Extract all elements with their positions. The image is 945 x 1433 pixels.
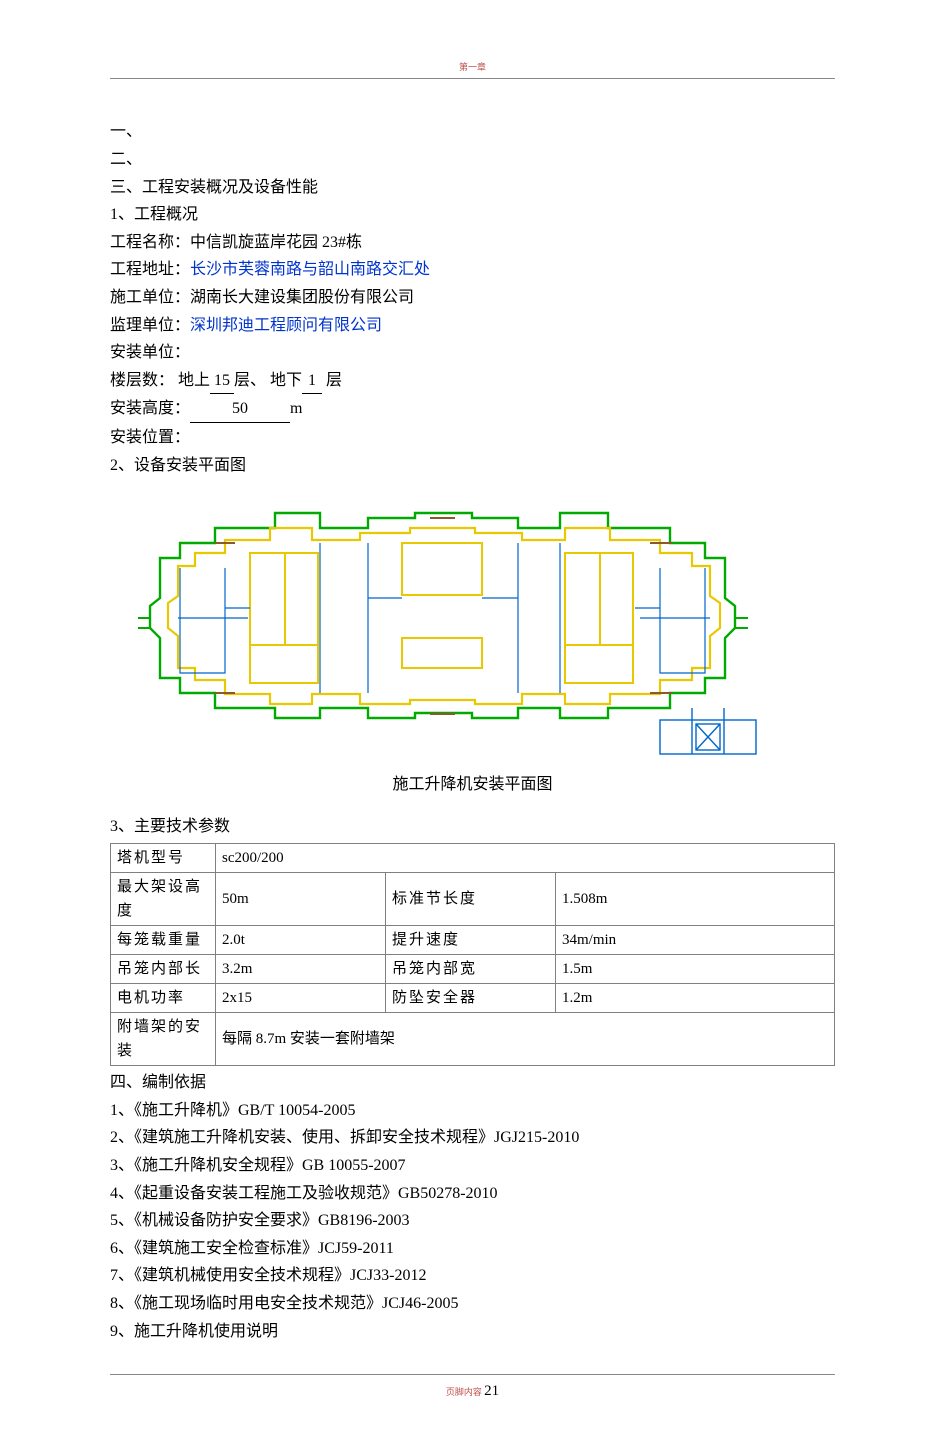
table-row: 附墙架的安装 每隔 8.7m 安装一套附墙架 [111,1013,835,1066]
proj-addr-value: 长沙市芙蓉南路与韶山南路交汇处 [190,261,430,278]
floors-mid: 层、 地下 [234,372,302,389]
table-cell: 1.5m [556,955,835,984]
height-unit: m [290,400,302,417]
constr-label: 施工单位： [110,289,190,306]
project-address: 工程地址：长沙市芙蓉南路与韶山南路交汇处 [110,257,835,283]
floors: 楼层数： 地上 15 层、 地下 1 层 [110,368,835,395]
table-cell: 最大架设高度 [111,873,216,926]
ref-item: 1、《施工升降机》GB/T 10054-2005 [110,1098,835,1124]
floorplan-figure [110,498,835,758]
floorplan-svg [120,498,820,758]
page-number: 21 [484,1383,499,1399]
proj-addr-label: 工程地址： [110,261,190,278]
height-label: 安装高度： [110,400,190,417]
table-cell: 每笼载重量 [111,926,216,955]
proj-name-value: 中信凯旋蓝岸花园 23#栋 [190,234,362,251]
table-cell: 1.508m [556,873,835,926]
table-cell: 电机功率 [111,984,216,1013]
table-cell: 2x15 [216,984,386,1013]
footer: 页脚内容 21 [110,1374,835,1403]
height-value: 50 [190,396,290,423]
table-row: 电机功率 2x15 防坠安全器 1.2m [111,984,835,1013]
table-cell: 每隔 8.7m 安装一套附墙架 [216,1013,835,1066]
table-cell: 2.0t [216,926,386,955]
spec-table: 塔机型号 sc200/200 最大架设高度 50m 标准节长度 1.508m 每… [110,843,835,1066]
floors-label: 楼层数： [110,372,174,389]
table-cell: 附墙架的安装 [111,1013,216,1066]
install-position: 安装位置： [110,425,835,451]
supervision-unit: 监理单位：深圳邦迪工程顾问有限公司 [110,313,835,339]
super-value: 深圳邦迪工程顾问有限公司 [190,317,382,334]
table-row: 吊笼内部长 3.2m 吊笼内部宽 1.5m [111,955,835,984]
table-cell: 50m [216,873,386,926]
floors-above: 15 [210,368,234,395]
table-cell: 34m/min [556,926,835,955]
table-row: 每笼载重量 2.0t 提升速度 34m/min [111,926,835,955]
table-row: 塔机型号 sc200/200 [111,844,835,873]
table-cell: 1.2m [556,984,835,1013]
construction-unit: 施工单位：湖南长大建设集团股份有限公司 [110,285,835,311]
constr-value: 湖南长大建设集团股份有限公司 [190,289,414,306]
ref-item: 3、《施工升降机安全规程》GB 10055-2007 [110,1153,835,1179]
table-cell: 塔机型号 [111,844,216,873]
floors-above-label: 地上 [174,372,210,389]
header-chapter: 第一章 [110,60,835,79]
section-3-3: 3、主要技术参数 [110,814,835,840]
project-name: 工程名称：中信凯旋蓝岸花园 23#栋 [110,230,835,256]
figure-caption: 施工升降机安装平面图 [110,772,835,798]
install-label: 安装单位： [110,344,190,361]
position-label: 安装位置： [110,429,190,446]
table-row: 最大架设高度 50m 标准节长度 1.508m [111,873,835,926]
section-4: 四、编制依据 [110,1070,835,1096]
ref-item: 5、《机械设备防护安全要求》GB8196-2003 [110,1208,835,1234]
install-unit: 安装单位： [110,340,835,366]
section-3: 三、工程安装概况及设备性能 [110,175,835,201]
table-cell: 吊笼内部长 [111,955,216,984]
ref-item: 9、施工升降机使用说明 [110,1319,835,1345]
ref-item: 8、《施工现场临时用电安全技术规范》JCJ46-2005 [110,1291,835,1317]
section-2: 二、 [110,147,835,173]
floors-end: 层 [322,372,342,389]
proj-name-label: 工程名称： [110,234,190,251]
table-cell: sc200/200 [216,844,835,873]
table-cell: 提升速度 [386,926,556,955]
ref-item: 2、《建筑施工升降机安装、使用、拆卸安全技术规程》JGJ215-2010 [110,1125,835,1151]
super-label: 监理单位： [110,317,190,334]
table-cell: 标准节长度 [386,873,556,926]
floors-below: 1 [302,368,322,395]
table-cell: 吊笼内部宽 [386,955,556,984]
footer-label: 页脚内容 [446,1387,484,1397]
install-height: 安装高度： 50 m [110,396,835,423]
ref-item: 4、《起重设备安装工程施工及验收规范》GB50278-2010 [110,1181,835,1207]
table-cell: 防坠安全器 [386,984,556,1013]
ref-item: 6、《建筑施工安全检查标准》JCJ59-2011 [110,1236,835,1262]
ref-item: 7、《建筑机械使用安全技术规程》JCJ33-2012 [110,1263,835,1289]
section-3-1: 1、工程概况 [110,202,835,228]
table-cell: 3.2m [216,955,386,984]
section-3-2: 2、设备安装平面图 [110,453,835,479]
section-1: 一、 [110,119,835,145]
